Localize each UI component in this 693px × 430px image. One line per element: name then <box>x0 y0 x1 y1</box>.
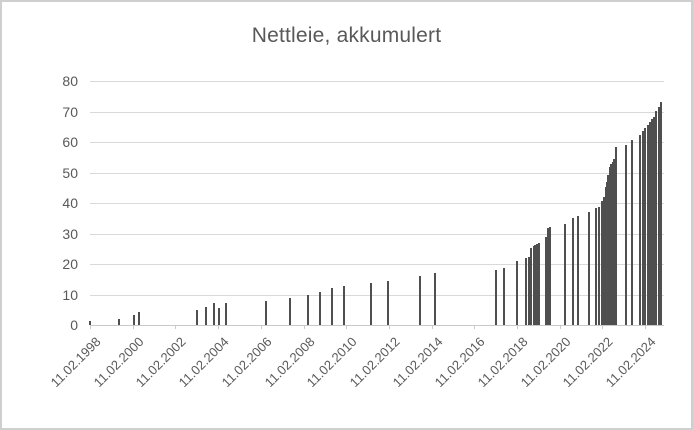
x-axis-line <box>90 325 664 326</box>
bar <box>419 276 421 325</box>
chart-title: Nettleie, akkumulert <box>251 24 442 47</box>
x-axis-tick <box>133 325 134 329</box>
x-axis-tick <box>90 325 91 329</box>
x-axis-tick <box>645 325 646 329</box>
bar <box>495 270 497 325</box>
bar <box>307 295 309 325</box>
y-gridline <box>90 142 664 143</box>
bar <box>658 107 660 325</box>
y-gridline <box>90 81 664 82</box>
y-axis-tick-label: 20 <box>62 256 78 272</box>
y-axis-tick-label: 40 <box>62 195 78 211</box>
bar <box>639 135 641 325</box>
x-axis-tick <box>560 325 561 329</box>
bar <box>642 131 644 325</box>
y-axis-tick-label: 30 <box>62 226 78 242</box>
bar <box>572 218 574 325</box>
x-axis-tick <box>218 325 219 329</box>
bar <box>653 117 655 325</box>
bar <box>530 248 532 325</box>
y-gridline <box>90 234 664 235</box>
bar <box>319 292 321 325</box>
bar <box>516 261 518 325</box>
x-axis-tick <box>304 325 305 329</box>
y-axis-tick-label: 70 <box>62 104 78 120</box>
bar <box>615 147 617 325</box>
bar <box>534 245 536 325</box>
bar <box>631 140 633 325</box>
bar <box>525 258 527 325</box>
x-axis-tick <box>261 325 262 329</box>
bar <box>595 208 597 325</box>
y-gridline <box>90 173 664 174</box>
bar <box>660 102 662 325</box>
bar <box>651 119 653 325</box>
x-axis-tick <box>474 325 475 329</box>
bar <box>538 243 540 325</box>
bar <box>545 237 547 325</box>
y-gridline <box>90 264 664 265</box>
bar <box>598 207 600 325</box>
bar <box>331 288 333 325</box>
bar <box>528 257 530 325</box>
bar <box>588 212 590 325</box>
x-axis-tick <box>432 325 433 329</box>
bar <box>549 227 551 325</box>
bar <box>644 128 646 325</box>
bar <box>343 286 345 325</box>
bar <box>289 298 291 325</box>
bar <box>625 145 627 325</box>
y-axis-tick-label: 10 <box>62 287 78 303</box>
bar <box>218 308 220 325</box>
bar <box>607 175 609 325</box>
bar <box>655 111 657 325</box>
y-gridline <box>90 112 664 113</box>
bar <box>205 307 207 325</box>
bar <box>547 228 549 325</box>
bar <box>387 281 389 325</box>
bar <box>536 244 538 325</box>
bar <box>370 283 372 325</box>
x-axis-tick <box>175 325 176 329</box>
bar <box>649 122 651 325</box>
bar <box>89 321 91 325</box>
bar <box>133 315 135 325</box>
y-axis-tick-label: 80 <box>62 73 78 89</box>
bar <box>213 303 215 325</box>
bar <box>503 268 505 325</box>
x-axis-tick-label: 11.02.2024 <box>602 334 659 390</box>
bar <box>647 125 649 325</box>
y-axis-tick-label: 0 <box>70 317 78 333</box>
x-axis-tick <box>346 325 347 329</box>
y-gridline <box>90 203 664 204</box>
bar <box>603 197 605 325</box>
bar <box>118 319 120 325</box>
bar <box>601 201 603 325</box>
x-axis-tick <box>389 325 390 329</box>
bar <box>265 301 267 325</box>
x-axis-tick <box>517 325 518 329</box>
y-axis-tick-label: 50 <box>62 165 78 181</box>
bar <box>225 303 227 325</box>
bar <box>434 273 436 325</box>
bar <box>196 310 198 325</box>
bar <box>613 159 615 325</box>
x-axis-tick <box>602 325 603 329</box>
y-axis-tick-label: 60 <box>62 134 78 150</box>
bar <box>610 164 612 325</box>
y-gridline <box>90 295 664 296</box>
bar <box>564 224 566 325</box>
bar <box>138 312 140 325</box>
bar <box>577 216 579 325</box>
